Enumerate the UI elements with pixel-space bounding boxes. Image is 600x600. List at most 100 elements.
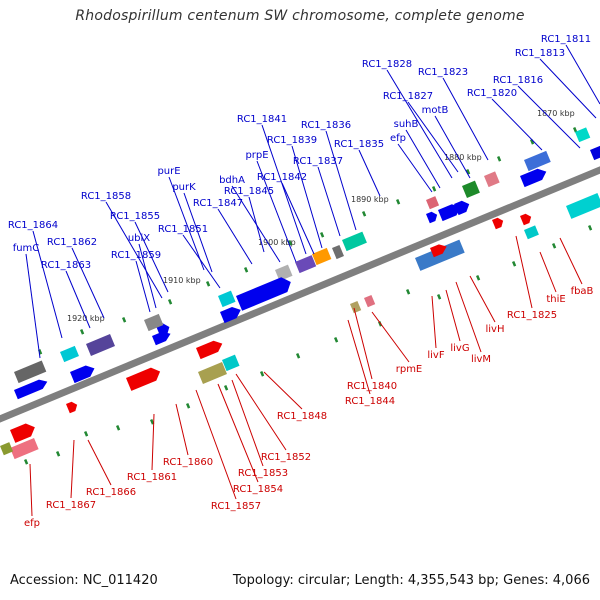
reverse-label-leader bbox=[539, 251, 557, 293]
forward-gene-label: RC1_1858 bbox=[81, 191, 131, 202]
gene-block bbox=[523, 150, 551, 172]
reverse-label-leader bbox=[455, 281, 482, 353]
tick-mark bbox=[23, 459, 29, 465]
forward-label-leader bbox=[138, 243, 157, 309]
forward-label-leader bbox=[248, 196, 265, 253]
forward-label-leader bbox=[317, 166, 341, 237]
tick-marks bbox=[23, 127, 593, 465]
forward-gene-label: RC1_1862 bbox=[47, 237, 97, 248]
tick-mark bbox=[168, 299, 173, 305]
forward-gene-label: purE bbox=[157, 166, 180, 177]
forward-gene-label: motB bbox=[422, 105, 449, 116]
reverse-gene-label: rpmE bbox=[396, 364, 423, 375]
forward-gene-label: ubiX bbox=[128, 233, 150, 244]
gene-block bbox=[60, 345, 79, 363]
forward-gene-label: RC1_1828 bbox=[362, 59, 412, 70]
tick-mark bbox=[512, 261, 517, 267]
gene-block bbox=[523, 225, 539, 240]
tick-mark bbox=[288, 240, 293, 246]
gene-arrow bbox=[196, 340, 223, 360]
reverse-gene-label: RC1_1867 bbox=[46, 500, 96, 511]
gene-block bbox=[312, 247, 332, 266]
reverse-label-leader bbox=[515, 235, 533, 309]
forward-gene-label: RC1_1855 bbox=[110, 211, 160, 222]
gene-block bbox=[462, 180, 480, 199]
reverse-gene-label: RC1_1848 bbox=[277, 411, 327, 422]
gene-arrow bbox=[126, 367, 161, 391]
forward-label-leader bbox=[256, 160, 297, 263]
forward-gene-label: RC1_1863 bbox=[41, 260, 91, 271]
reverse-label-leader bbox=[371, 311, 410, 363]
gene-arrow bbox=[426, 211, 438, 224]
reverse-label-leader bbox=[87, 439, 112, 486]
forward-label-leaders bbox=[25, 44, 600, 359]
gene-block bbox=[9, 438, 39, 460]
chromosome-axis bbox=[0, 166, 600, 423]
gene-arrow bbox=[520, 168, 547, 188]
forward-gene-label: suhB bbox=[394, 119, 419, 130]
reverse-label-leader bbox=[445, 289, 461, 342]
gene-arrow bbox=[438, 204, 461, 222]
gene-block bbox=[144, 313, 164, 332]
gene-arrow bbox=[152, 331, 171, 346]
reverse-label-leader bbox=[231, 379, 264, 467]
tick-mark bbox=[396, 199, 401, 205]
kbp-marker-label: 1870 kbp bbox=[537, 109, 575, 118]
forward-gene-label: purK bbox=[172, 182, 196, 193]
gene-block bbox=[332, 244, 344, 260]
tick-mark bbox=[432, 186, 437, 192]
forward-label-leader bbox=[517, 85, 581, 149]
forward-gene-label: efp bbox=[390, 133, 406, 144]
tick-mark bbox=[150, 419, 155, 425]
forward-label-leader bbox=[32, 230, 63, 339]
forward-gene-label: RC1_1827 bbox=[383, 91, 433, 102]
reverse-gene-label: livF bbox=[427, 350, 444, 361]
forward-gene-label: RC1_1823 bbox=[418, 67, 468, 78]
gene-block bbox=[484, 171, 500, 188]
tick-mark bbox=[530, 139, 535, 145]
kbp-marker-label: 1880 kbp bbox=[444, 153, 482, 162]
forward-label-leader bbox=[386, 69, 453, 179]
gene-arrow bbox=[492, 217, 504, 230]
gene-arrow bbox=[590, 145, 600, 161]
gene-block bbox=[350, 300, 362, 314]
reverse-label-leader bbox=[195, 389, 237, 500]
forward-label-leader bbox=[281, 182, 315, 255]
forward-gene-label: fumC bbox=[13, 243, 40, 254]
tick-mark bbox=[466, 169, 471, 175]
tick-mark bbox=[224, 385, 229, 391]
gene-block bbox=[426, 196, 440, 210]
reverse-label-leader bbox=[151, 413, 155, 471]
gene-arrow bbox=[14, 379, 48, 400]
gene-arrow bbox=[70, 365, 95, 384]
tick-mark bbox=[244, 267, 249, 273]
gene-features bbox=[0, 127, 600, 460]
tick-mark bbox=[320, 232, 325, 238]
reverse-label-leader bbox=[469, 275, 496, 323]
forward-gene-label: RC1_1835 bbox=[334, 139, 384, 150]
gene-block bbox=[217, 290, 236, 308]
reverse-label-leader bbox=[263, 371, 303, 410]
reverse-gene-label: RC1_1861 bbox=[127, 472, 177, 483]
gene-block bbox=[364, 294, 376, 308]
reverse-gene-label: RC1_1844 bbox=[345, 396, 395, 407]
forward-gene-label: RC1_1841 bbox=[237, 114, 287, 125]
tick-mark bbox=[334, 337, 339, 343]
tick-mark bbox=[588, 225, 593, 231]
reverse-gene-label: thiE bbox=[546, 294, 565, 305]
forward-gene-label: RC1_1811 bbox=[541, 34, 591, 45]
gene-block bbox=[0, 442, 14, 456]
gene-arrow bbox=[10, 423, 35, 443]
gene-block bbox=[415, 239, 465, 271]
gene-block bbox=[13, 360, 47, 384]
forward-label-leader bbox=[182, 234, 221, 289]
tick-mark bbox=[406, 289, 411, 295]
forward-label-leader bbox=[325, 130, 357, 231]
gene-block bbox=[295, 255, 317, 274]
reverse-gene-label: RC1_1860 bbox=[163, 457, 213, 468]
tick-mark bbox=[206, 281, 211, 287]
tick-mark bbox=[79, 329, 85, 335]
genome-summary-text: Topology: circular; Length: 4,355,543 bp… bbox=[232, 573, 590, 588]
tick-mark bbox=[437, 294, 442, 300]
forward-gene-labels: RC1_1811 RC1_1813 RC1_1816 RC1_1820 RC1_1823… bbox=[8, 34, 591, 271]
